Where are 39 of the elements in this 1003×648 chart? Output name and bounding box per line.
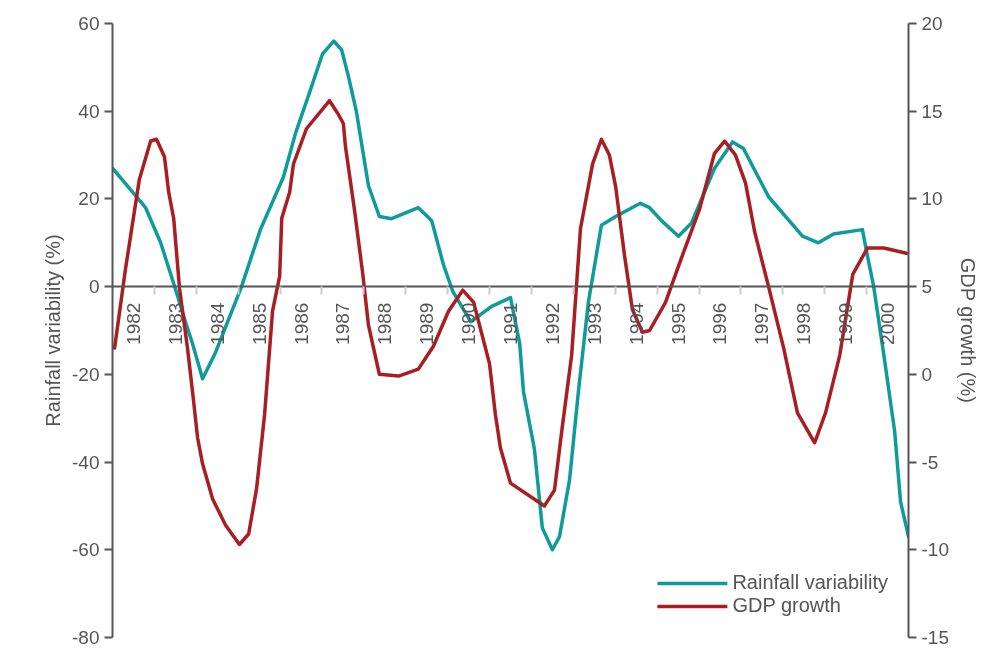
x-tick-label: 1985: [248, 302, 270, 345]
y-tick-label: 20: [78, 188, 100, 210]
y2-axis-title: GDP growth (%): [956, 257, 979, 403]
y2-tick-label: 0: [921, 363, 933, 385]
y2-tick-label: -5: [921, 451, 939, 473]
x-tick-label: 1990: [458, 302, 480, 345]
x-tick-label: 1983: [164, 302, 186, 345]
x-tick-label: 1982: [122, 302, 144, 345]
x-tick-label: 1995: [667, 302, 689, 345]
y2-tick-label: 5: [921, 276, 933, 298]
y2-tick-label: 20: [921, 13, 943, 34]
x-tick-label: 1996: [709, 302, 731, 345]
y-tick-label: -60: [72, 539, 100, 561]
y2-tick-label: -10: [921, 539, 949, 561]
x-tick-label: 1986: [290, 302, 312, 345]
y2-tick-label: 15: [921, 100, 943, 122]
y-axis-title: Rainfall variability (%): [42, 234, 65, 427]
x-tick-label: 1993: [583, 302, 605, 345]
y-tick-label: -80: [72, 627, 100, 648]
y-tick-label: 40: [78, 100, 100, 122]
y2-tick-label: -15: [921, 627, 949, 648]
x-tick-label: 1987: [332, 302, 354, 345]
legend-label: Rainfall variability: [732, 571, 888, 594]
x-tick-label: 1989: [416, 302, 438, 345]
x-tick-label: 1984: [206, 302, 228, 345]
x-tick-label: 1997: [751, 302, 773, 345]
y-tick-label: 0: [88, 276, 100, 298]
x-tick-label: 1988: [374, 302, 396, 345]
y-tick-label: -40: [72, 451, 100, 473]
y-tick-label: 60: [78, 13, 100, 34]
x-tick-label: 2000: [877, 302, 899, 345]
legend-label: GDP growth: [732, 594, 841, 617]
x-tick-label: 1992: [541, 302, 563, 345]
y-tick-label: -20: [72, 363, 100, 385]
x-tick-label: 1991: [500, 302, 521, 345]
y2-tick-label: 10: [921, 188, 943, 210]
x-tick-label: 1994: [625, 302, 647, 345]
x-tick-label: 1999: [835, 302, 857, 345]
x-tick-label: 1998: [793, 302, 815, 345]
